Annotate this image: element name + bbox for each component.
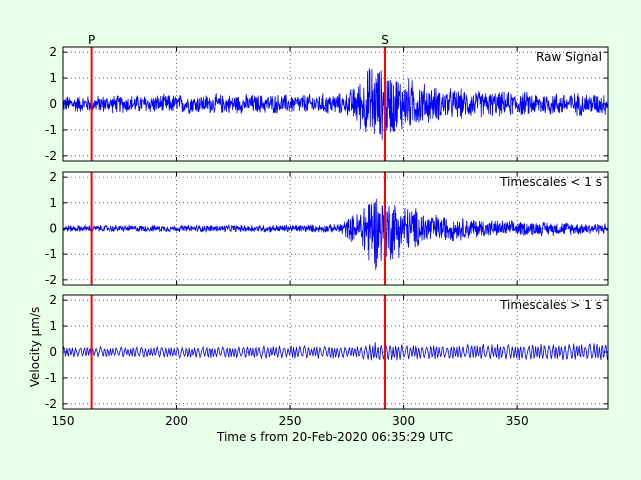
y-tick-label: -2: [45, 273, 57, 287]
phase-pick-p-label: P: [88, 33, 95, 47]
y-tick-label: 2: [49, 45, 57, 59]
y-tick-label: -1: [45, 247, 57, 261]
panel-2: -2 -1 0 1 2 Timescales < 1 s: [45, 170, 609, 287]
panel-label: Timescales < 1 s: [499, 175, 602, 189]
x-tick-label: 300: [392, 414, 415, 428]
panel-1: -2 -1 0 1 2 Raw Signal P S: [45, 33, 609, 163]
y-tick-label: 0: [49, 345, 57, 359]
y-tick-label: 1: [49, 71, 57, 85]
y-tick-label: -1: [45, 371, 57, 385]
x-tick-label: 200: [165, 414, 188, 428]
x-tick-label: 250: [279, 414, 302, 428]
panel-label: Timescales > 1 s: [499, 298, 602, 312]
signal-trace: [62, 68, 609, 140]
y-tick-label: 1: [49, 319, 57, 333]
y-tick-label: 0: [49, 222, 57, 236]
panel-3: -2 -1 0 1 2 Timescales > 1 s 150 200 250 300 350: [45, 293, 609, 428]
y-tick-label: -1: [45, 123, 57, 137]
signal-trace: [62, 195, 609, 270]
panel-label: Raw Signal: [536, 50, 602, 64]
y-axis-title: Velocity μm/s: [28, 307, 42, 388]
y-tick-label: 0: [49, 97, 57, 111]
y-tick-label: -2: [45, 397, 57, 411]
signal-trace: [62, 342, 609, 361]
x-tick-label: 150: [52, 414, 75, 428]
phase-pick-s-label: S: [381, 33, 389, 47]
x-axis-title: Time s from 20-Feb-2020 06:35:29 UTC: [216, 430, 453, 444]
panels: -2 -1 0 1 2 Raw Signal P S -2 -1 0 1 2 Timescales < 1…: [45, 33, 609, 428]
x-tick-label: 350: [506, 414, 529, 428]
y-tick-label: -2: [45, 149, 57, 163]
y-tick-label: 2: [49, 293, 57, 307]
y-tick-label: 2: [49, 170, 57, 184]
y-tick-label: 1: [49, 196, 57, 210]
